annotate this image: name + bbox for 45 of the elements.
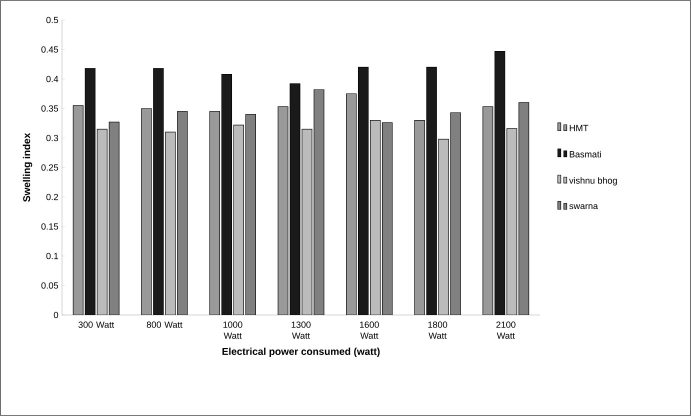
y-tick-label: 0.05: [41, 282, 58, 289]
bar: [177, 111, 188, 315]
x-tick-label: 1000 Watt: [223, 322, 242, 339]
bar: [358, 66, 369, 315]
bar: [450, 112, 461, 315]
x-tick-label: 800 Watt: [146, 322, 182, 328]
legend-label: swarna: [569, 204, 598, 210]
bar: [84, 68, 96, 315]
y-tick-label: 0.15: [41, 223, 58, 230]
bar: [221, 74, 232, 315]
x-axis-title: Electrical power consumed (watt): [222, 348, 380, 357]
bar: [382, 122, 393, 315]
y-tick-label: 0.2: [46, 194, 58, 200]
legend-label: vishnu bhog: [569, 177, 617, 186]
x-tick-label: 1800 Watt: [428, 322, 448, 339]
y-tick-label: 0.4: [46, 76, 58, 82]
bar: [233, 124, 244, 315]
y-tick-label: 0.35: [41, 105, 58, 112]
bar: [494, 50, 506, 315]
bar: [153, 68, 164, 315]
bar: [506, 128, 518, 315]
y-tick-label: 0.5: [46, 16, 58, 24]
y-tick-label: 0.25: [41, 164, 58, 171]
bar: [438, 138, 449, 315]
bar: [370, 120, 381, 315]
x-tick-label: 1600 Watt: [360, 322, 379, 339]
x-tick-label: 300 Watt: [78, 322, 114, 328]
bar: [426, 66, 437, 315]
bar: [165, 132, 176, 315]
legend-label: Basmati: [570, 150, 601, 158]
y-tick-label: 0.45: [41, 46, 58, 53]
bar: [518, 102, 530, 315]
bar: [245, 114, 256, 315]
bar: [302, 128, 312, 315]
bar: [314, 89, 324, 315]
y-tick-label: 0.3: [46, 134, 58, 142]
y-tick-label: 0: [54, 312, 58, 318]
y-axis-title: Swelling index: [22, 132, 32, 202]
bar: [290, 83, 300, 315]
bar: [96, 128, 108, 315]
x-tick-label: 1300 Watt: [292, 322, 311, 339]
legend-label: HMT: [570, 124, 588, 132]
y-tick-label: 0.1: [46, 252, 58, 260]
x-tick-label: 2100 Watt: [496, 322, 516, 339]
bar: [108, 122, 120, 315]
